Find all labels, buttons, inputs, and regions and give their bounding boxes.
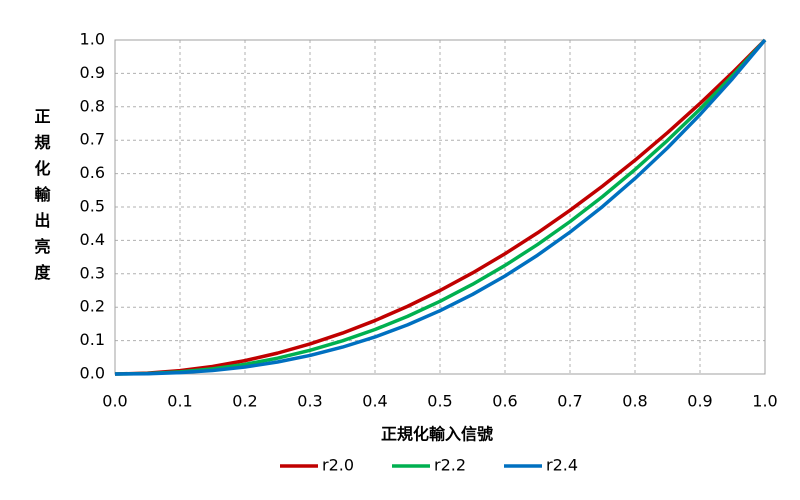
y-tick-label: 0.5	[80, 197, 105, 216]
legend-label: r2.2	[434, 456, 466, 475]
x-tick-label: 0.2	[232, 392, 257, 411]
y-tick-label: 0.0	[80, 364, 105, 383]
x-tick-label: 0.6	[492, 392, 517, 411]
y-tick-label: 0.4	[80, 230, 105, 249]
x-tick-label: 0.0	[102, 392, 127, 411]
x-tick-label: 0.7	[557, 392, 582, 411]
series-line	[114, 38, 767, 376]
legend-label: r2.4	[546, 456, 578, 475]
series-line	[114, 38, 767, 376]
y-tick-label: 0.7	[80, 130, 105, 149]
plot-border	[114, 39, 766, 375]
y-tick-label: 0.8	[80, 96, 105, 115]
x-tick-label: 0.5	[427, 392, 452, 411]
x-tick-label: 0.3	[297, 392, 322, 411]
y-tick-label: 0.9	[80, 63, 105, 82]
x-tick-label: 0.9	[687, 392, 712, 411]
y-axis-label: 正規化輸出亮度	[32, 108, 51, 290]
y-tick-label: 1.0	[80, 30, 105, 49]
x-tick-label: 1.0	[752, 392, 777, 411]
y-tick-label: 0.1	[80, 330, 105, 349]
x-tick-label: 0.8	[622, 392, 647, 411]
series-line	[114, 38, 767, 376]
x-tick-label: 0.4	[362, 392, 387, 411]
y-tick-label: 0.6	[80, 163, 105, 182]
legend-label: r2.0	[322, 456, 354, 475]
x-axis-label: 正規化輸入信號	[381, 425, 493, 444]
x-tick-label: 0.1	[167, 392, 192, 411]
y-tick-label: 0.3	[80, 263, 105, 282]
y-tick-label: 0.2	[80, 297, 105, 316]
